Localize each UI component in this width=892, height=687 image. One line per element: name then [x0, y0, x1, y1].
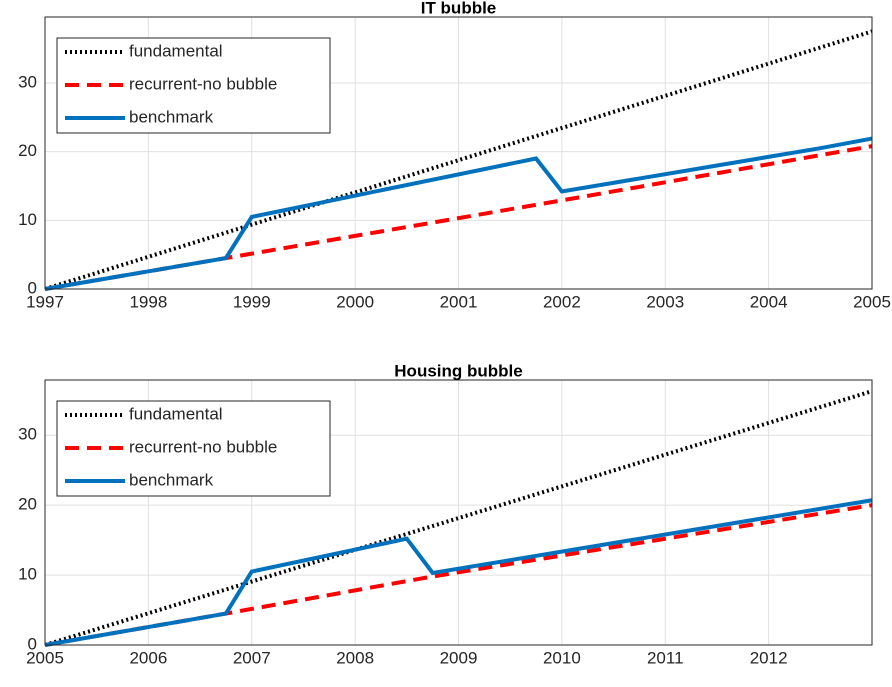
- x-tick-label: 1998: [129, 292, 167, 311]
- legend-label: recurrent-no bubble: [129, 74, 277, 93]
- plot-frame: [44, 379, 873, 646]
- legend-label: fundamental: [129, 404, 223, 423]
- legend-label: benchmark: [129, 107, 214, 126]
- legend-label: benchmark: [129, 470, 214, 489]
- x-tick-label: 2012: [750, 648, 788, 667]
- plot-frame: [44, 16, 873, 290]
- x-tick-label: 2009: [440, 648, 478, 667]
- y-tick-label: 30: [18, 72, 37, 91]
- chart-title: IT bubble: [421, 0, 497, 17]
- x-tick-label: 2003: [646, 292, 684, 311]
- y-tick-label: 0: [28, 278, 37, 297]
- x-tick-label: 2000: [336, 292, 374, 311]
- y-tick-label: 10: [18, 565, 37, 584]
- x-tick-label: 2007: [233, 648, 271, 667]
- y-tick-label: 10: [18, 210, 37, 229]
- chart-title: Housing bubble: [394, 361, 522, 380]
- y-tick-label: 20: [18, 141, 37, 160]
- x-tick-label: 2006: [129, 648, 167, 667]
- legend-label: recurrent-no bubble: [129, 437, 277, 456]
- x-tick-label: 1997: [26, 292, 64, 311]
- x-tick-label: 1999: [233, 292, 271, 311]
- x-tick-label: 2001: [440, 292, 478, 311]
- x-tick-label: 2002: [543, 292, 581, 311]
- x-tick-label: 2005: [853, 292, 891, 311]
- series-line: [44, 29, 873, 291]
- series-line: [44, 498, 873, 647]
- x-tick-label: 2005: [26, 648, 64, 667]
- x-tick-label: 2010: [543, 648, 581, 667]
- x-tick-label: 2008: [336, 648, 374, 667]
- series-line: [44, 136, 873, 291]
- series-line: [44, 389, 873, 647]
- legend-label: fundamental: [129, 41, 223, 60]
- x-tick-label: 2004: [750, 292, 788, 311]
- y-tick-label: 0: [28, 634, 37, 653]
- y-tick-label: 20: [18, 495, 37, 514]
- y-tick-label: 30: [18, 425, 37, 444]
- x-tick-label: 2011: [647, 648, 684, 667]
